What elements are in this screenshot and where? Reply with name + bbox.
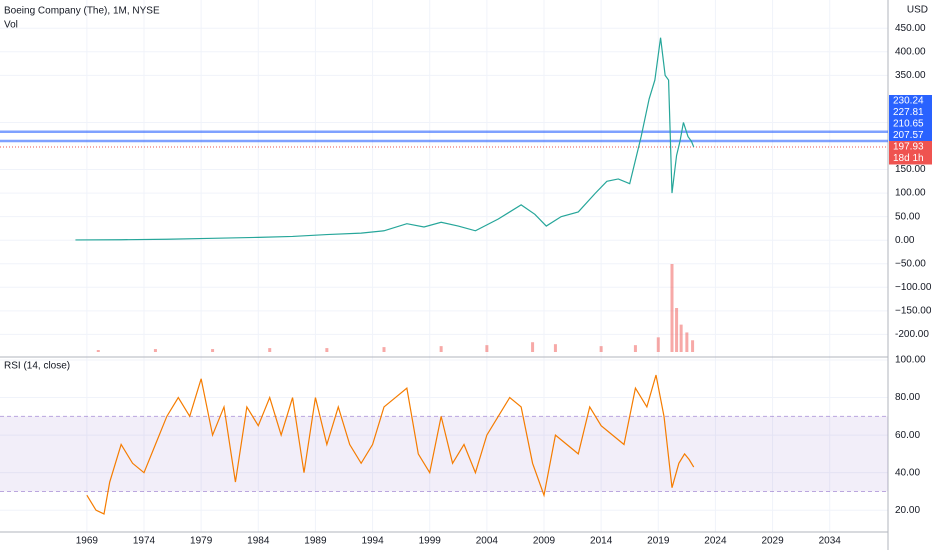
volume-bar bbox=[382, 347, 386, 352]
x-tick-label: 2004 bbox=[476, 536, 499, 547]
volume-label: Vol bbox=[4, 20, 18, 31]
price-tag-label: 207.57 bbox=[893, 130, 924, 141]
price-tag-box bbox=[889, 141, 932, 153]
x-tick-label: 1999 bbox=[419, 536, 442, 547]
price-tag-label: 210.65 bbox=[893, 119, 924, 130]
grid bbox=[0, 0, 888, 532]
x-tick-label: 1974 bbox=[133, 536, 156, 547]
x-tick-label: 1969 bbox=[76, 536, 99, 547]
y-tick-label: 350.00 bbox=[895, 70, 926, 81]
volume-bar bbox=[599, 346, 603, 352]
volume-bar bbox=[633, 345, 637, 352]
volume-bar bbox=[679, 324, 683, 352]
x-tick-label: 1989 bbox=[304, 536, 327, 547]
volume-bar bbox=[685, 332, 689, 352]
y-tick-label: -200.00 bbox=[895, 329, 929, 340]
y-tick-label: 40.00 bbox=[895, 467, 920, 478]
currency: USD bbox=[907, 5, 928, 16]
countdown-box bbox=[889, 152, 932, 165]
x-tick-label: 2024 bbox=[704, 536, 727, 547]
rsi-line bbox=[86, 374, 695, 515]
y-tick-label: 100.00 bbox=[895, 355, 926, 366]
y-tick-label: 150.00 bbox=[895, 164, 926, 175]
price-tag: 207.57 bbox=[889, 129, 932, 142]
volume-bar bbox=[325, 348, 329, 352]
x-tick-label: 2009 bbox=[533, 536, 556, 547]
price-tag: 197.93 bbox=[889, 141, 932, 153]
price-tag: 230.24 bbox=[889, 95, 932, 107]
volume-bar bbox=[670, 264, 674, 352]
x-tick-label: 1994 bbox=[361, 536, 384, 547]
volume-bar bbox=[153, 349, 157, 352]
x-tick-label: 2029 bbox=[761, 536, 784, 547]
y-tick-label: 80.00 bbox=[895, 392, 920, 403]
volume-bar bbox=[675, 308, 679, 352]
volume-bar bbox=[531, 342, 535, 352]
price-tag-box bbox=[889, 118, 932, 130]
x-tick-label: 1984 bbox=[247, 536, 270, 547]
price-tag-label: 230.24 bbox=[893, 96, 924, 107]
volume-bar bbox=[211, 349, 215, 352]
x-tick-label: 2034 bbox=[819, 536, 842, 547]
rsi-title: RSI (14, close) bbox=[4, 361, 70, 372]
price-tag: 210.65 bbox=[889, 118, 932, 130]
volume-bar bbox=[691, 340, 695, 352]
volume-bar bbox=[439, 346, 443, 352]
x-tick-label: 2019 bbox=[647, 536, 670, 547]
volume-bar bbox=[268, 348, 272, 352]
y-tick-label: 50.00 bbox=[895, 211, 920, 222]
y-tick-label: 0.00 bbox=[895, 235, 915, 246]
volume-bar bbox=[656, 337, 660, 352]
volume-bar bbox=[553, 344, 557, 352]
y-tick-label: 60.00 bbox=[895, 430, 920, 441]
chart-title: Boeing Company (The), 1M, NYSE bbox=[4, 6, 160, 17]
countdown-tag: 18d 1h bbox=[889, 152, 932, 165]
price-tag: 227.81 bbox=[889, 106, 932, 119]
y-tick-label: −50.00 bbox=[895, 258, 926, 269]
volume-bar bbox=[485, 345, 489, 352]
y-tick-label: −100.00 bbox=[895, 282, 932, 293]
price-tag-label: 197.93 bbox=[893, 142, 924, 153]
volume-bar bbox=[96, 350, 100, 352]
price-tag-box bbox=[889, 129, 932, 142]
y-tick-label: 20.00 bbox=[895, 505, 920, 516]
countdown-label: 18d 1h bbox=[893, 153, 924, 164]
price-tag-box bbox=[889, 95, 932, 107]
y-tick-label: −150.00 bbox=[895, 305, 932, 316]
x-tick-label: 1979 bbox=[190, 536, 213, 547]
price-line bbox=[75, 37, 695, 241]
y-tick-label: 400.00 bbox=[895, 46, 926, 57]
y-tick-label: 100.00 bbox=[895, 188, 926, 199]
price-tag-box bbox=[889, 106, 932, 119]
x-tick-label: 2014 bbox=[590, 536, 613, 547]
price-tag-label: 227.81 bbox=[893, 107, 924, 118]
y-tick-label: 450.00 bbox=[895, 23, 926, 34]
